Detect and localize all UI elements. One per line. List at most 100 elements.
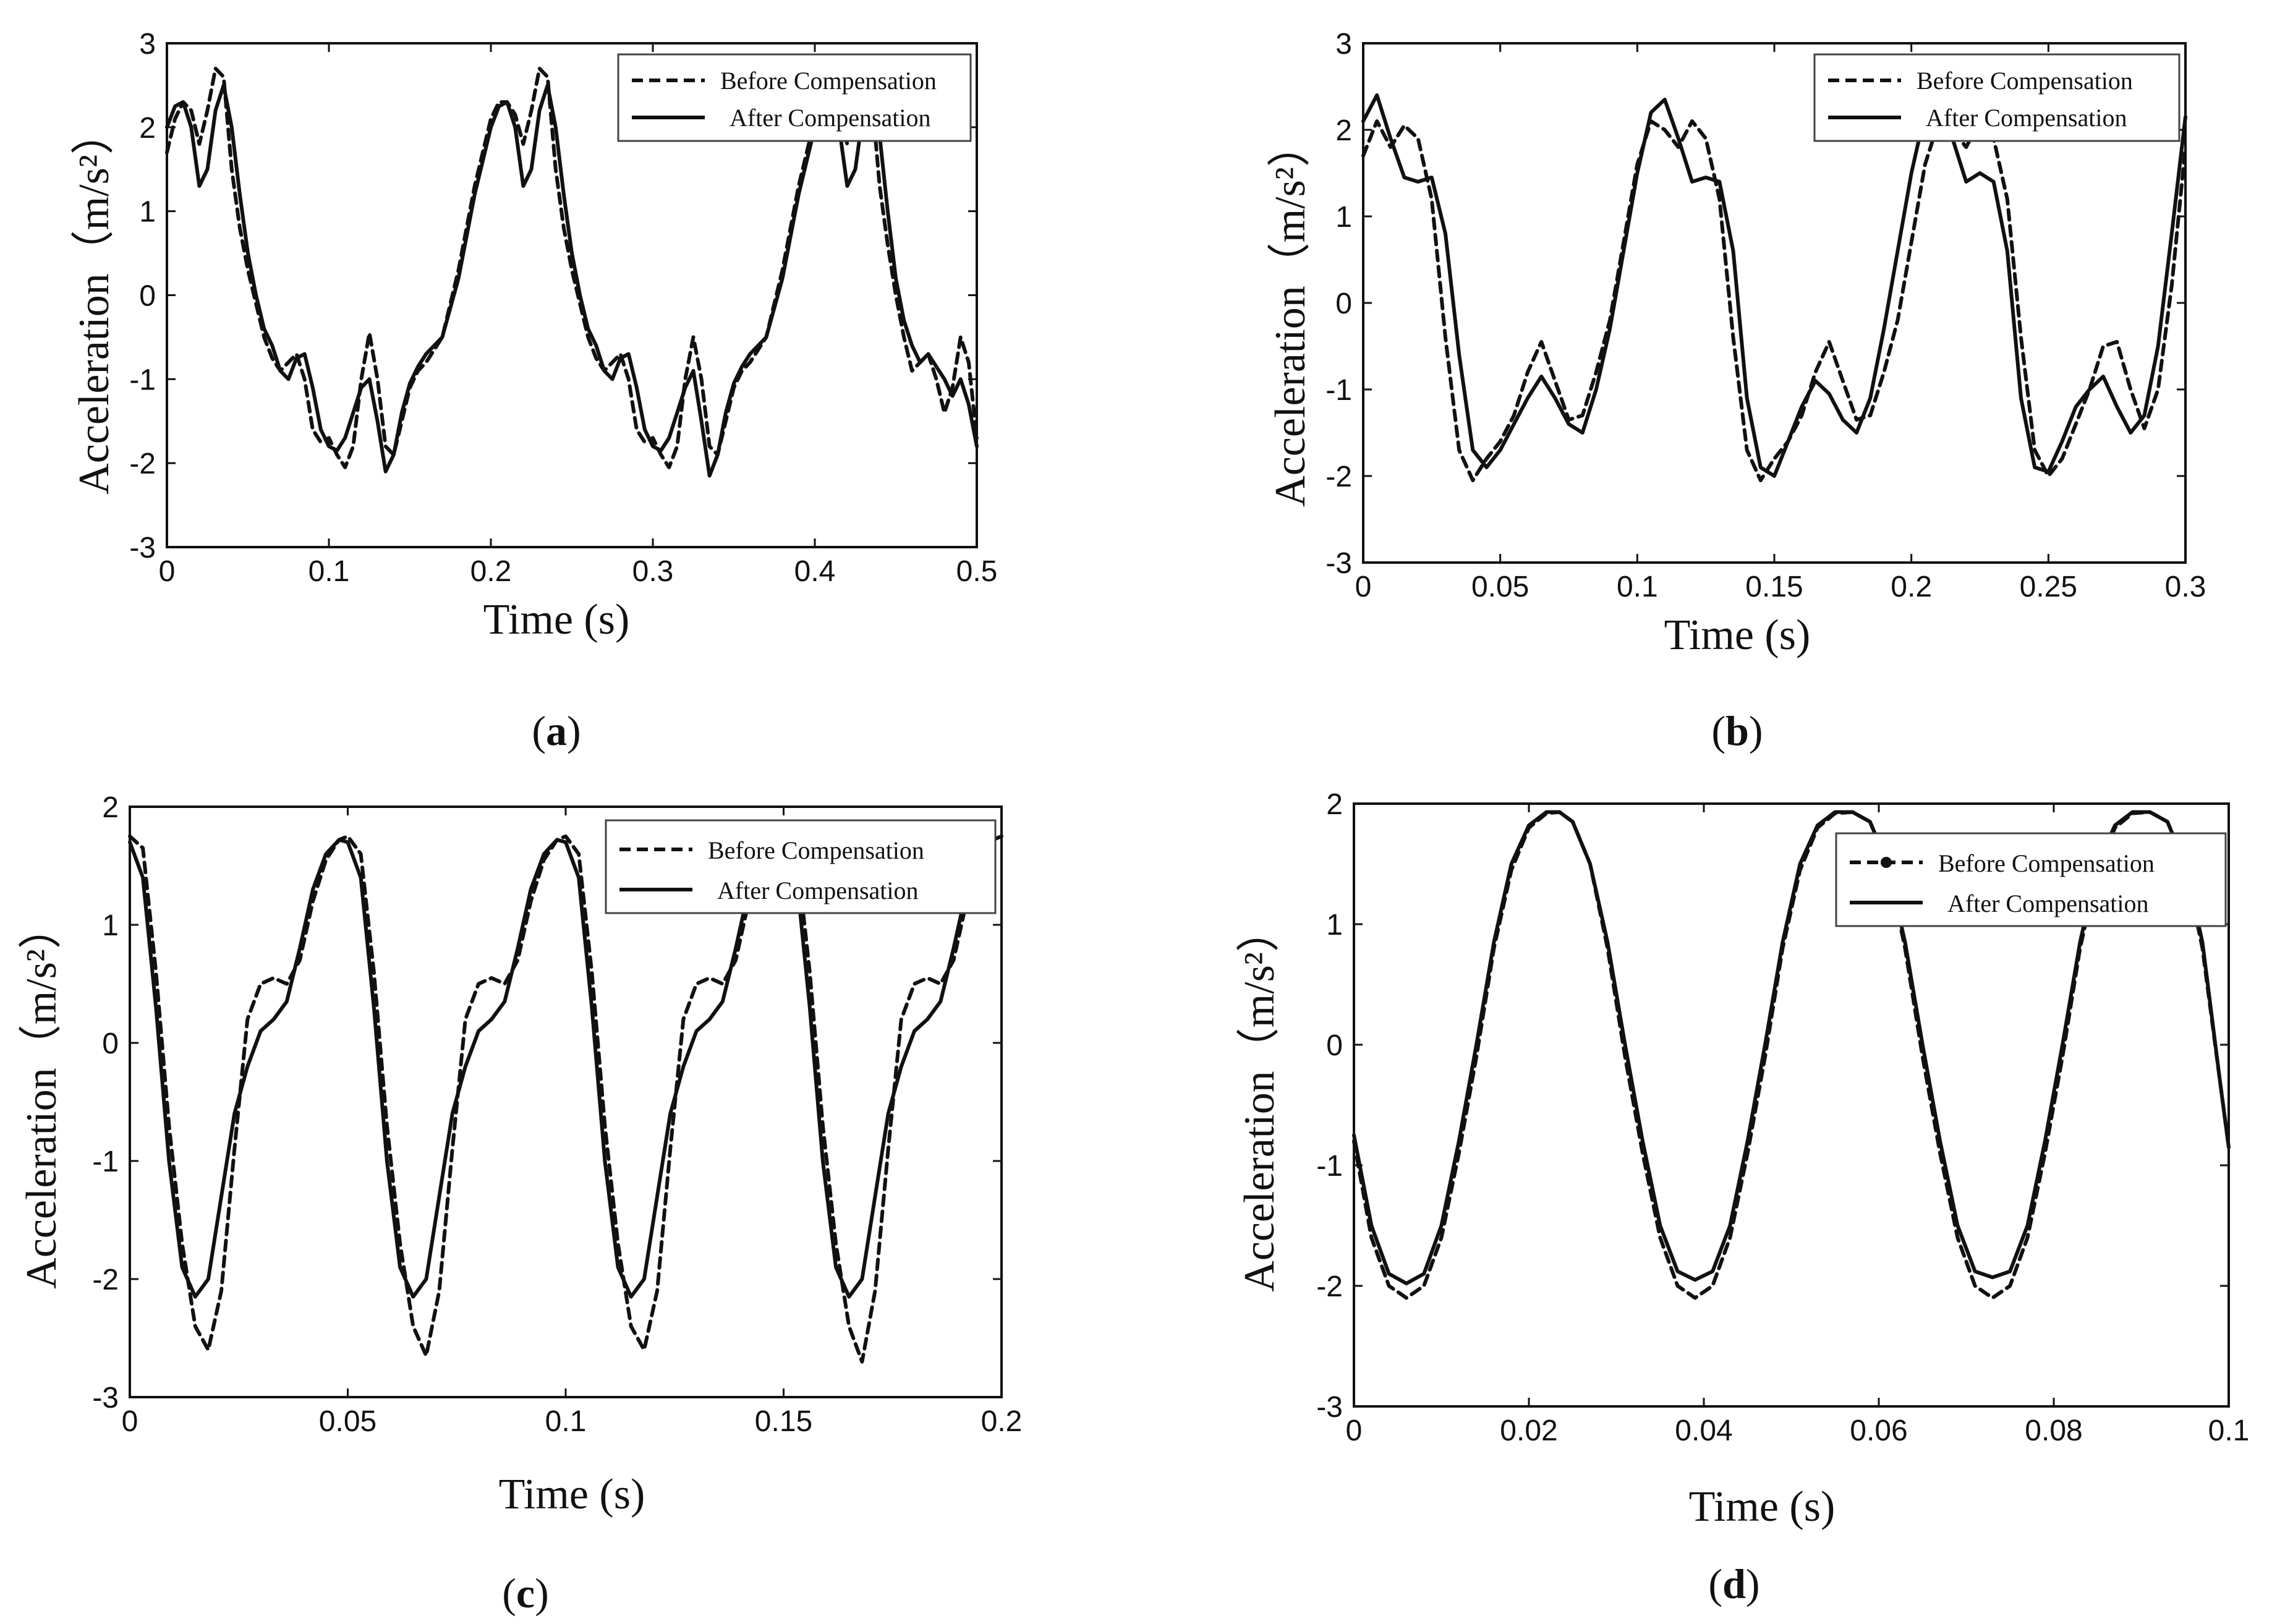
x-tick-label: 0.04 [1675, 1414, 1732, 1447]
panel-b: 0 0.05 0.1 0.15 0.2 0.25 0.3 -3 -2 -1 0 1 2 3 Before … [1267, 28, 2206, 754]
y-tick-label: -2 [1325, 461, 1352, 493]
x-tick-label: 0.08 [2025, 1414, 2082, 1447]
x-axis-label: Time (s) [499, 1471, 645, 1518]
y-axis-label: Acceleration（m/s²） [1236, 909, 1283, 1292]
y-tick-label: 1 [102, 909, 119, 942]
y-tick-label: -1 [1316, 1150, 1343, 1183]
caption-close: ) [1746, 1560, 1760, 1607]
y-tick-label: -2 [129, 448, 156, 480]
legend: Before Compensation After Compensation [1813, 53, 2181, 142]
x-axis-label: Time (s) [483, 596, 630, 644]
y-tick-label: 1 [139, 196, 156, 229]
y-tick-label: 1 [1326, 909, 1343, 942]
x-tick-label: 0.15 [1745, 571, 1803, 603]
y-tick-label: 0 [1335, 287, 1352, 320]
caption-b: (b) [1711, 707, 1763, 754]
x-tick-label: 0.02 [1500, 1414, 1557, 1447]
y-axis-label: Acceleration（m/s²） [1267, 124, 1314, 507]
x-tick-label: 0.2 [470, 555, 512, 588]
caption-letter: b [1725, 707, 1749, 754]
x-tick-label: 0 [1355, 571, 1372, 603]
x-axis-label: Time (s) [1689, 1483, 1836, 1531]
caption-open: ( [1708, 1560, 1722, 1607]
y-tick-label: 0 [1326, 1029, 1343, 1062]
series-line-before-compensation [128, 834, 1003, 1364]
y-tick-label: -3 [1316, 1391, 1343, 1424]
legend-label-before: Before Compensation [708, 836, 924, 864]
x-tick-label: 0.05 [319, 1405, 377, 1438]
series-line-before-compensation [1361, 119, 2187, 482]
panel-c: 0 0.05 0.1 0.15 0.2 -3 -2 -1 0 1 2 Before Compensa… [18, 791, 1022, 1617]
x-tick-label: 0.4 [794, 555, 836, 588]
legend-marker-before [1881, 857, 1892, 868]
legend-box [617, 53, 972, 142]
legend-box [1813, 53, 2181, 142]
y-tick-label: -1 [129, 363, 156, 396]
caption-open: ( [502, 1570, 516, 1617]
y-tick-label: 1 [1335, 201, 1352, 234]
legend-label-after: After Compensation [1926, 104, 2127, 132]
series-line-after-compensation [165, 83, 979, 478]
series-line-after-compensation [1361, 93, 2187, 478]
legend-label-before: Before Compensation [1938, 849, 2155, 877]
panel-d: 0 0.02 0.04 0.06 0.08 0.1 -3 -2 -1 0 1 2 Before Com… [1236, 788, 2249, 1607]
legend-label-before: Before Compensation [1917, 67, 2133, 95]
x-tick-label: 0.25 [2020, 571, 2077, 603]
y-axis-label: Acceleration（m/s²） [70, 111, 118, 495]
x-tick-label: 0.1 [2208, 1414, 2250, 1447]
caption-open: ( [1711, 707, 1725, 754]
y-tick-label: 2 [102, 791, 119, 824]
legend-box [1835, 832, 2227, 927]
y-tick-label: 2 [1326, 788, 1343, 821]
x-tick-label: 0 [1346, 1414, 1363, 1447]
plot-frame [1353, 802, 2230, 1408]
x-tick-label: 0 [122, 1405, 138, 1438]
caption-letter: c [516, 1570, 535, 1617]
y-tick-label: -2 [92, 1264, 119, 1296]
x-tick-label: 0.15 [755, 1405, 812, 1438]
legend-label-after: After Compensation [1947, 890, 2149, 917]
x-tick-label: 0.1 [545, 1405, 587, 1438]
legend-label-after: After Compensation [730, 104, 931, 132]
y-tick-label: 2 [1335, 114, 1352, 147]
y-tick-label: -3 [129, 532, 156, 564]
legend: Before Compensation After Compensation [1835, 832, 2227, 927]
legend: Before Compensation After Compensation [617, 53, 972, 142]
legend: Before Compensation After Compensation [605, 819, 997, 914]
caption-a: (a) [532, 707, 581, 754]
x-tick-label: 0.5 [956, 555, 998, 588]
y-axis-label: Acceleration（m/s²） [18, 906, 66, 1289]
caption-letter: d [1722, 1560, 1746, 1607]
caption-letter: a [546, 707, 567, 754]
x-tick-label: 0.3 [632, 555, 674, 588]
x-tick-label: 0 [159, 555, 176, 588]
y-tick-label: -1 [1325, 374, 1352, 407]
x-tick-label: 0.05 [1471, 571, 1529, 603]
legend-label-after: After Compensation [717, 877, 919, 904]
caption-close: ) [567, 707, 581, 754]
y-tick-label: -2 [1316, 1270, 1343, 1303]
y-tick-label: 0 [102, 1027, 119, 1060]
caption-close: ) [535, 1570, 549, 1617]
caption-c: (c) [502, 1570, 549, 1617]
x-axis-label: Time (s) [1664, 611, 1811, 659]
x-tick-label: 0.1 [1617, 571, 1658, 603]
y-tick-label: 3 [139, 28, 156, 61]
panel-a: 0 0.1 0.2 0.3 0.4 0.5 -3 -2 -1 0 1 2 3 Before Compen… [70, 28, 997, 754]
legend-label-before: Before Compensation [720, 67, 937, 95]
y-tick-label: -3 [1325, 547, 1352, 580]
y-tick-label: -3 [92, 1382, 119, 1414]
series-line-after-compensation [128, 834, 1003, 1299]
x-tick-label: 0.2 [1891, 571, 1932, 603]
y-tick-label: 2 [139, 112, 156, 145]
caption-close: ) [1749, 707, 1763, 754]
caption-d: (d) [1708, 1560, 1759, 1607]
x-tick-label: 0.06 [1850, 1414, 1907, 1447]
y-tick-label: 3 [1335, 28, 1352, 61]
x-tick-label: 0.1 [308, 555, 350, 588]
x-tick-label: 0.2 [981, 1405, 1023, 1438]
y-tick-label: -1 [92, 1146, 119, 1178]
x-tick-label: 0.3 [2165, 571, 2206, 603]
legend-box [605, 819, 997, 914]
